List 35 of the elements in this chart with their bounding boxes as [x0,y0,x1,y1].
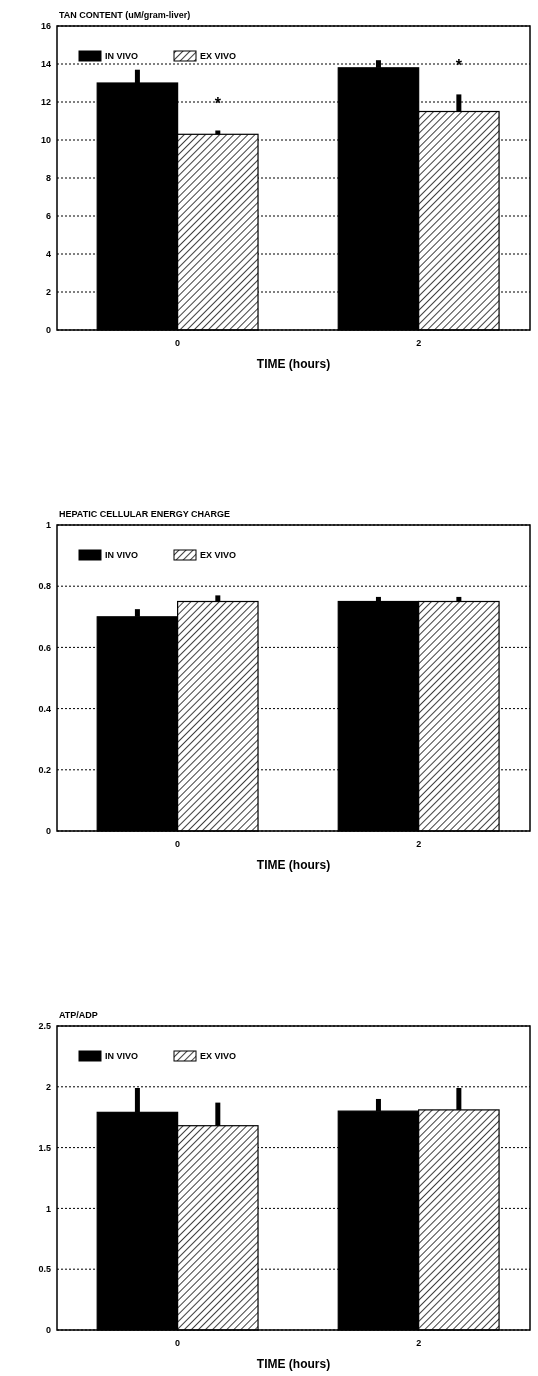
legend-label: IN VIVO [105,550,139,561]
y-tick-label: 14 [40,59,51,70]
y-tick-label: 16 [40,21,51,32]
y-tick-label: 2 [45,287,51,298]
x-axis-title: TIME (hours) [256,357,331,371]
y-tick-label: 4 [45,249,51,260]
y-tick-label: 8 [45,173,51,184]
legend-label: IN VIVO [105,1051,139,1062]
legend-label: EX VIVO [200,550,237,561]
chart-title: ATP/ADP [59,1010,98,1020]
legend-label: EX VIVO [200,1051,237,1062]
annotation: * [455,57,463,75]
x-axis-title: TIME (hours) [256,858,331,872]
y-tick-label: 0 [45,1325,51,1336]
y-tick-label: 1 [45,1203,51,1214]
annotation: * [214,95,222,113]
y-tick-label: 10 [40,135,51,146]
y-tick-label: 6 [45,211,51,222]
y-tick-label: 2.5 [38,1021,51,1032]
x-axis-title: TIME (hours) [256,1357,331,1371]
y-tick-label: 2 [45,1081,51,1092]
y-tick-label: 0.5 [38,1264,51,1275]
y-tick-label: 0.2 [38,764,51,775]
chart-title: TAN CONTENT (uM/gram-liver) [59,10,191,20]
y-tick-label: 12 [40,97,51,108]
y-tick-label: 0.6 [38,642,51,653]
y-tick-label: 0 [45,325,51,336]
legend-label: IN VIVO [105,51,139,62]
y-tick-label: 0.4 [38,703,51,714]
legend-label: EX VIVO [200,51,237,62]
y-tick-label: 0.8 [38,581,51,592]
y-tick-label: 1 [45,520,51,531]
chart-title: HEPATIC CELLULAR ENERGY CHARGE [59,509,231,519]
y-tick-label: 1.5 [38,1142,51,1153]
y-tick-label: 0 [45,826,51,837]
